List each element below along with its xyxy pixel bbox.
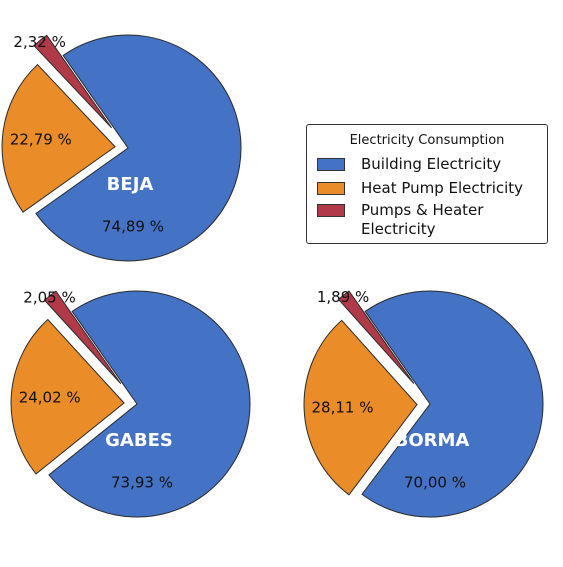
pie-slice-borma-pumps-heater-electricity	[337, 290, 415, 384]
pie-beja: 74,89 % 22,79 % 2,32 % BEJA	[1, 33, 242, 262]
legend-swatch-pumps-heater-electricity	[317, 204, 345, 217]
pie-name-beja: BEJA	[107, 174, 154, 195]
pie-slice-gabes-pumps-heater-electricity	[43, 290, 122, 385]
data-label-gabes-heat-pump-electricity: 24,02 %	[19, 388, 81, 406]
legend-title: Electricity Consumption	[349, 133, 505, 148]
legend: Electricity Consumption Building Electri…	[306, 124, 548, 244]
legend-label-pumps-heater-electricity: Pumps & Heater Electricity	[361, 201, 484, 238]
data-label-beja-heat-pump-electricity: 22,79 %	[10, 130, 72, 148]
legend-swatch-building-electricity	[317, 158, 345, 171]
pie-slice-borma-building-electricity	[361, 290, 544, 518]
pie-name-gabes: GABES	[105, 430, 173, 451]
legend-item-pumps-heater-electricity: Pumps & Heater Electricity	[317, 201, 531, 239]
pie-name-borma: BORMA	[395, 430, 470, 451]
legend-label-building-electricity: Building Electricity	[361, 155, 502, 173]
legend-swatch-heat-pump-electricity	[317, 182, 345, 195]
data-label-gabes-pumps-heater-electricity: 2,05 %	[23, 288, 75, 306]
data-label-gabes-building-electricity: 73,93 %	[111, 474, 173, 492]
pie-gabes: 73,93 % 24,02 % 2,05 % GABES	[10, 288, 251, 518]
pie-slice-beja-pumps-heater-electricity	[33, 34, 112, 129]
data-label-borma-heat-pump-electricity: 28,11 %	[312, 399, 374, 417]
pie-slice-beja-heat-pump-electricity	[1, 63, 116, 213]
legend-item-heat-pump-electricity: Heat Pump Electricity	[317, 179, 531, 198]
data-label-beja-pumps-heater-electricity: 2,32 %	[13, 33, 65, 51]
data-label-borma-building-electricity: 70,00 %	[404, 474, 466, 492]
data-label-borma-pumps-heater-electricity: 1,89 %	[317, 288, 369, 306]
pie-slice-beja-building-electricity	[35, 34, 242, 262]
pie-slice-gabes-building-electricity	[48, 290, 251, 518]
legend-label-heat-pump-electricity: Heat Pump Electricity	[361, 179, 524, 197]
pie-borma: 70,00 % 28,11 % 1,89 % BORMA	[303, 288, 544, 518]
pie-slice-gabes-heat-pump-electricity	[10, 318, 125, 475]
pie-slice-borma-heat-pump-electricity	[303, 319, 418, 496]
legend-item-building-electricity: Building Electricity	[317, 155, 531, 174]
data-label-beja-building-electricity: 74,89 %	[102, 218, 164, 236]
